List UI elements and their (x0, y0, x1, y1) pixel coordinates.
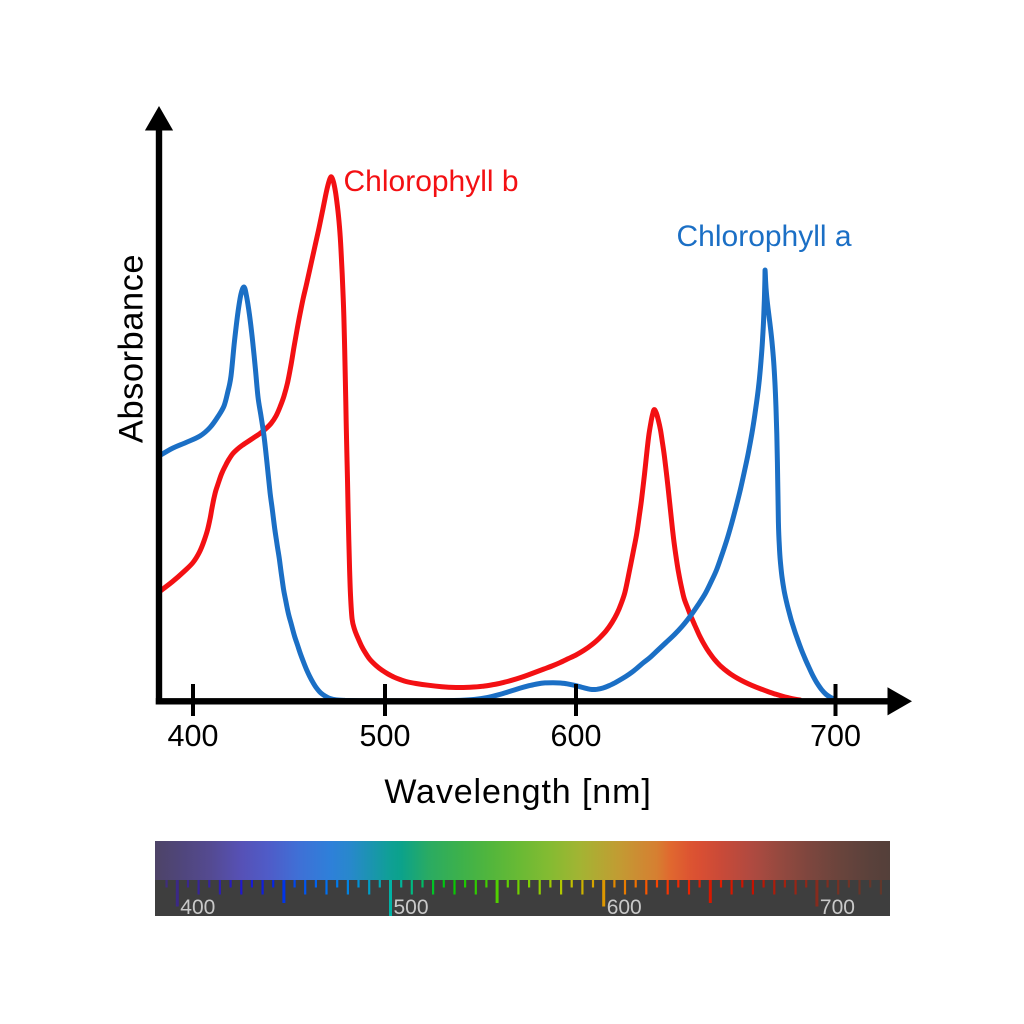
svg-text:400: 400 (180, 896, 215, 919)
svg-text:700: 700 (810, 719, 861, 753)
svg-text:Absorbance: Absorbance (113, 254, 151, 443)
svg-text:600: 600 (551, 719, 602, 753)
svg-text:Chlorophyll b: Chlorophyll b (344, 165, 519, 198)
svg-text:500: 500 (394, 896, 429, 919)
svg-text:700: 700 (820, 896, 855, 919)
svg-text:Wavelength [nm]: Wavelength [nm] (384, 773, 651, 811)
svg-text:400: 400 (168, 719, 219, 753)
svg-text:600: 600 (607, 896, 642, 919)
svg-text:Chlorophyll a: Chlorophyll a (677, 220, 852, 253)
svg-text:500: 500 (360, 719, 411, 753)
